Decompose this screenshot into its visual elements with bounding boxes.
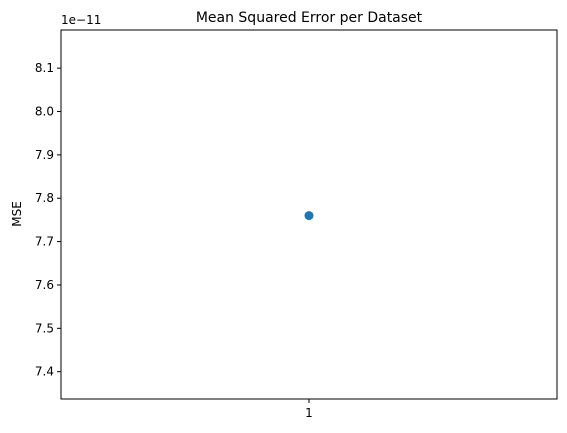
y-tick-label: 7.5 [35, 321, 54, 335]
chart-title: Mean Squared Error per Dataset [196, 10, 423, 26]
y-axis-ticks: 7.4 7.5 7.6 7.7 7.8 7.9 8.0 8.1 [35, 61, 61, 379]
x-axis-ticks: 1 [305, 399, 313, 420]
y-tick-label: 7.6 [35, 278, 54, 292]
y-tick-label: 8.1 [35, 61, 54, 75]
y-tick-label: 7.9 [35, 148, 54, 162]
scatter-point [304, 211, 314, 221]
y-axis-label: MSE [10, 201, 24, 227]
x-tick-label: 1 [305, 406, 313, 420]
y-tick-label: 7.8 [35, 191, 54, 205]
y-tick-label: 7.7 [35, 235, 54, 249]
data-points [304, 211, 314, 221]
y-tick-label: 8.0 [35, 105, 54, 119]
y-axis-offset-label: 1e−11 [61, 13, 101, 27]
y-tick-label: 7.4 [35, 365, 54, 379]
